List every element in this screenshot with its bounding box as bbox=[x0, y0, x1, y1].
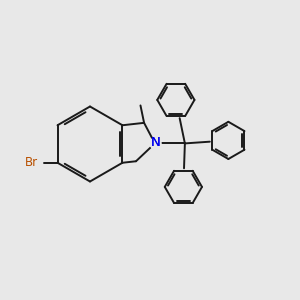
Text: N: N bbox=[150, 136, 160, 149]
Text: N: N bbox=[150, 136, 160, 149]
Text: Br: Br bbox=[25, 156, 38, 169]
